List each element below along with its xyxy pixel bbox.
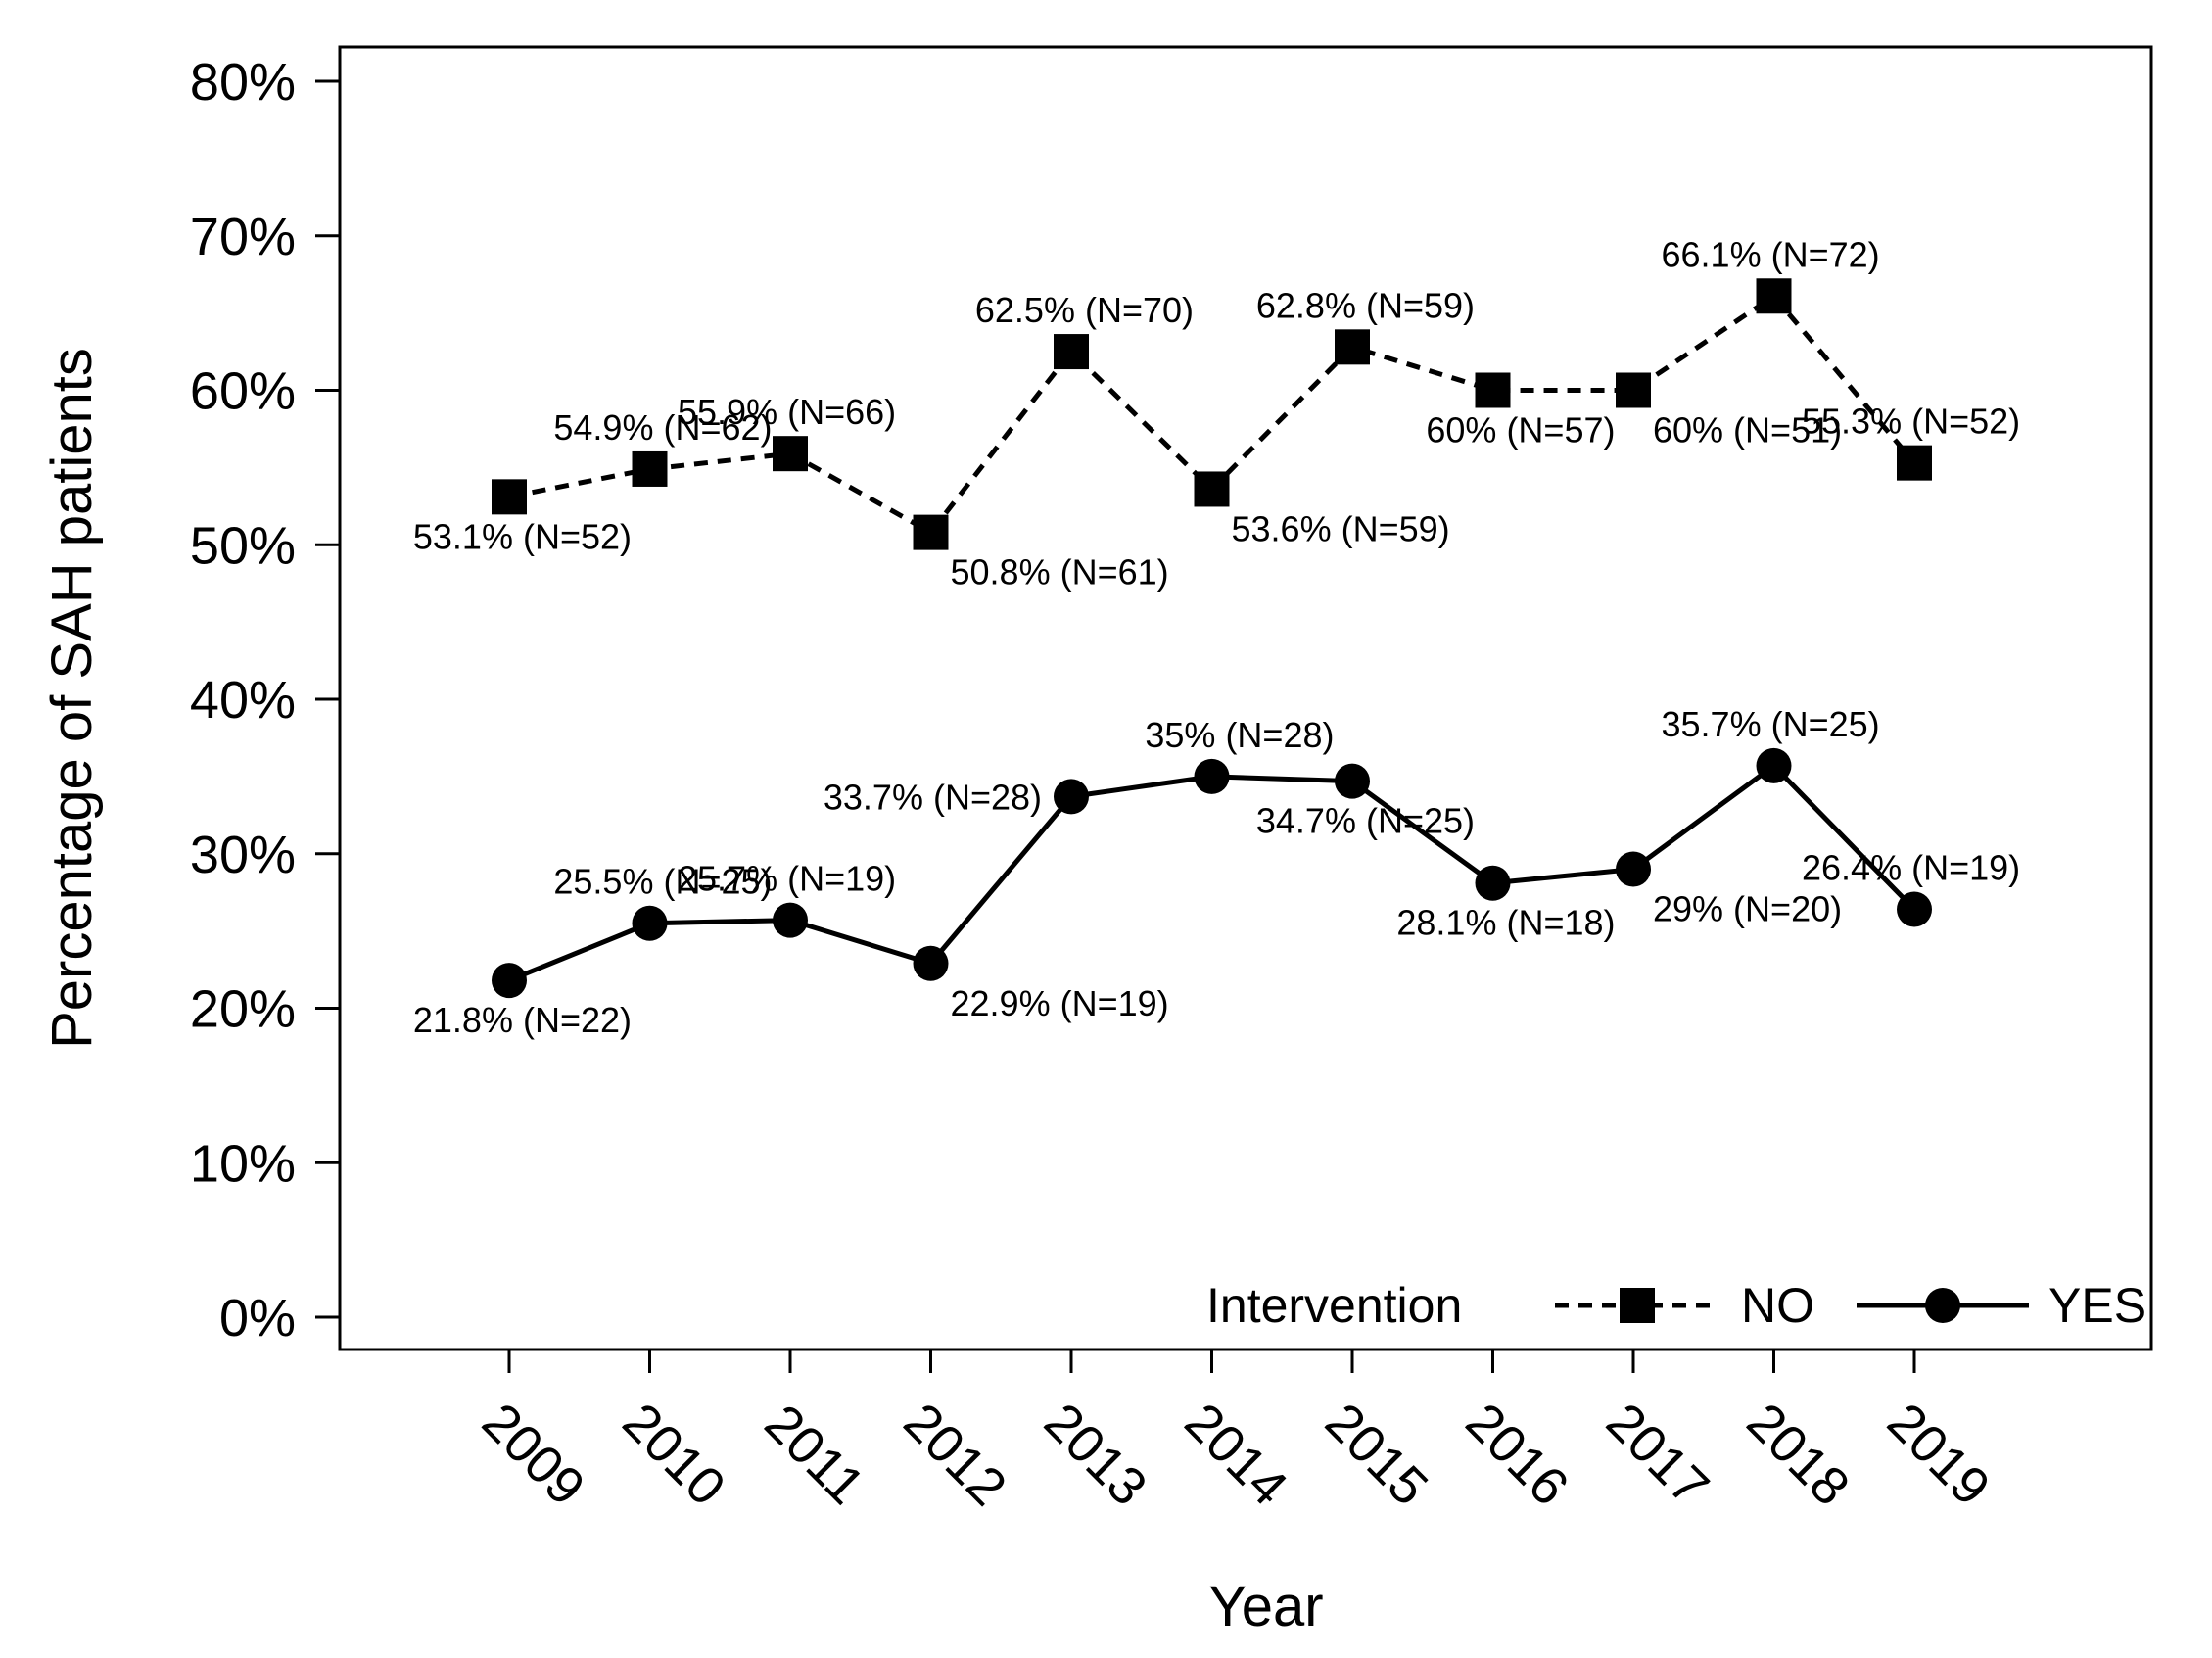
data-label-yes-2012: 22.9% (N=19) [951,983,1169,1023]
x-tick-label: 2014 [1174,1393,1298,1517]
point-yes-2016 [1475,865,1511,901]
data-label-no-2013: 62.5% (N=70) [975,290,1194,330]
point-yes-2019 [1897,891,1932,927]
point-no-2014 [1194,471,1230,507]
point-no-2012 [913,514,949,550]
point-yes-2009 [492,963,527,999]
point-no-2015 [1335,329,1370,365]
point-yes-2011 [773,902,808,938]
data-label-no-2012: 50.8% (N=61) [951,552,1169,592]
legend-title: Intervention [1206,1278,1462,1333]
point-yes-2014 [1194,758,1230,794]
data-label-no-2014: 53.6% (N=59) [1232,508,1450,548]
data-label-yes-2010: 25.5% (N=25) [553,862,772,902]
y-tick-label: 0% [219,1289,296,1348]
legend-no-label: NO [1741,1278,1814,1333]
x-tick-label: 2018 [1736,1393,1860,1517]
legend-no-marker [1620,1288,1655,1323]
data-label-no-2018: 66.1% (N=72) [1662,234,1880,274]
legend-yes-label: YES [2048,1278,2146,1333]
point-no-2010 [632,450,668,487]
data-labels: 53.1% (N=52) 54.9% (N=62)55.9% (N=66) 50.8… [413,234,2020,1040]
point-no-2009 [492,479,527,515]
data-label-no-2009: 53.1% (N=52) [413,516,632,556]
y-tick-label: 50% [190,516,296,575]
x-tick-label: 2009 [471,1393,595,1517]
data-label-yes-2014: 35% (N=28) [1145,715,1334,755]
data-label-no-2015: 62.8% (N=59) [1256,285,1475,325]
y-tick-label: 30% [190,826,296,884]
y-tick-label: 70% [190,208,296,266]
x-tick-label: 2015 [1314,1393,1438,1517]
data-label-yes-2009: 21.8% (N=22) [413,1000,632,1040]
point-no-2013 [1054,334,1089,370]
data-label-yes-2011: 25.7% (N=19) [678,859,896,899]
x-tick-label: 2010 [612,1393,736,1517]
data-label-no-2019: 55.3% (N=52) [1802,402,2020,442]
x-tick-label: 2013 [1033,1393,1157,1517]
y-tick-label: 10% [190,1134,296,1193]
x-tick-label: 2019 [1876,1393,2000,1517]
y-tick-label: 80% [190,53,296,112]
data-label-yes-2015: 34.7% (N=25) [1256,801,1475,841]
legend-yes-marker [1925,1288,1960,1323]
data-label-no-2017: 60% (N=51) [1653,410,1842,450]
point-yes-2013 [1054,779,1089,815]
x-axis: 2009 2010 2011 2012 2013 2014 2015 2016 2017 2018… [471,1350,2000,1517]
legend: Intervention NO YES [1206,1278,2146,1333]
x-tick-label: 2017 [1595,1393,1719,1517]
point-no-2011 [773,436,808,472]
point-no-2018 [1756,278,1792,314]
y-tick-label: 60% [190,362,296,421]
point-yes-2017 [1616,851,1651,887]
x-tick-label: 2012 [893,1393,1017,1517]
point-yes-2012 [913,945,949,981]
data-label-no-2011: 55.9% (N=66) [678,392,896,432]
data-label-no-2016: 60% (N=57) [1426,410,1615,450]
point-no-2016 [1475,372,1511,408]
point-no-2017 [1616,372,1651,408]
y-tick-label: 40% [190,671,296,730]
y-axis-title: Percentage of SAH patients [40,348,104,1049]
point-yes-2015 [1335,763,1370,799]
point-no-2019 [1897,445,1932,481]
point-yes-2010 [632,905,668,941]
data-label-yes-2017: 29% (N=20) [1653,889,1842,929]
y-tick-label: 20% [190,980,296,1039]
data-label-yes-2016: 28.1% (N=18) [1396,903,1615,943]
x-tick-label: 2011 [753,1394,875,1516]
data-label-yes-2018: 35.7% (N=25) [1662,704,1880,744]
x-axis-title: Year [1208,1575,1323,1638]
x-tick-label: 2016 [1455,1393,1579,1517]
data-label-no-2010: 54.9% (N=62) [553,407,772,448]
y-axis: 0% 10% 20% 30% 40% 50% 60% 70% 80% [190,53,340,1348]
point-yes-2018 [1756,747,1792,783]
data-label-yes-2019: 26.4% (N=19) [1802,848,2020,888]
data-label-yes-2013: 33.7% (N=28) [824,777,1042,817]
series-layer [492,278,1932,999]
